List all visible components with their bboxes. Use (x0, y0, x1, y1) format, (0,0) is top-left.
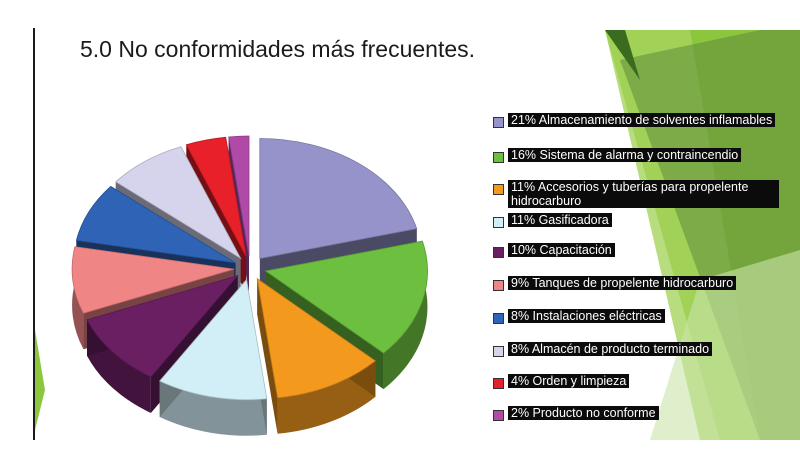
deco-pale-band (650, 250, 800, 440)
legend-item: 2% Producto no conforme (493, 406, 659, 421)
legend-item: 8% Almacén de producto terminado (493, 342, 713, 357)
legend-swatch (493, 378, 504, 389)
pie-slice-7 (75, 185, 236, 264)
legend-label: 2% Producto no conforme (508, 406, 659, 420)
left-rule (33, 28, 35, 440)
legend-swatch (493, 410, 504, 421)
legend-item: 11% Accesorios y tuberías para propelent… (493, 180, 779, 208)
legend-item: 10% Capacitación (493, 243, 615, 258)
pie-slice-2 (264, 240, 428, 354)
pie-slice-wall (159, 381, 267, 436)
legend-item: 21% Almacenamiento de solventes inflamab… (493, 113, 776, 128)
legend-label: 10% Capacitación (508, 243, 615, 257)
pie-slice-8 (115, 146, 242, 260)
pie-slice-1 (259, 138, 418, 260)
legend-label: 21% Almacenamiento de solventes inflamab… (508, 113, 776, 127)
legend-item: 4% Orden y limpieza (493, 374, 630, 389)
pie-slice-radial-wall (257, 278, 278, 434)
legend-label: 11% Accesorios y tuberías para propelent… (508, 180, 779, 208)
legend-label: 16% Sistema de alarma y contraincendio (508, 148, 742, 162)
pie-slice-5 (86, 274, 239, 378)
legend-swatch (493, 346, 504, 357)
deco-corner-arrow (605, 30, 640, 80)
pie-slice-10 (228, 135, 250, 257)
legend-swatch (493, 184, 504, 195)
legend-item: 9% Tanques de propelente hidrocarburo (493, 276, 737, 291)
slide-title: 5.0 No conformidades más frecuentes. (80, 36, 476, 62)
legend-item: 16% Sistema de alarma y contraincendio (493, 148, 742, 163)
legend-swatch (493, 117, 504, 128)
legend-swatch (493, 280, 504, 291)
pie-slice-6 (71, 246, 235, 314)
legend-item: 11% Gasificadora (493, 213, 612, 228)
legend-label: 9% Tanques de propelente hidrocarburo (508, 276, 737, 290)
legend-label: 8% Instalaciones eléctricas (508, 309, 665, 323)
legend-swatch (493, 313, 504, 324)
legend-label: 4% Orden y limpieza (508, 374, 630, 388)
legend-item: 8% Instalaciones eléctricas (493, 309, 665, 324)
legend-swatch (493, 217, 504, 228)
pie-slice-4 (159, 278, 268, 401)
pie-slice-3 (256, 277, 377, 399)
legend-label: 8% Almacén de producto terminado (508, 342, 713, 356)
legend-label: 11% Gasificadora (508, 213, 612, 227)
pie-slice-wall (383, 241, 428, 390)
pie-slice-9 (185, 136, 247, 257)
legend-swatch (493, 152, 504, 163)
legend-swatch (493, 247, 504, 258)
deco-left-arrow (35, 330, 45, 430)
